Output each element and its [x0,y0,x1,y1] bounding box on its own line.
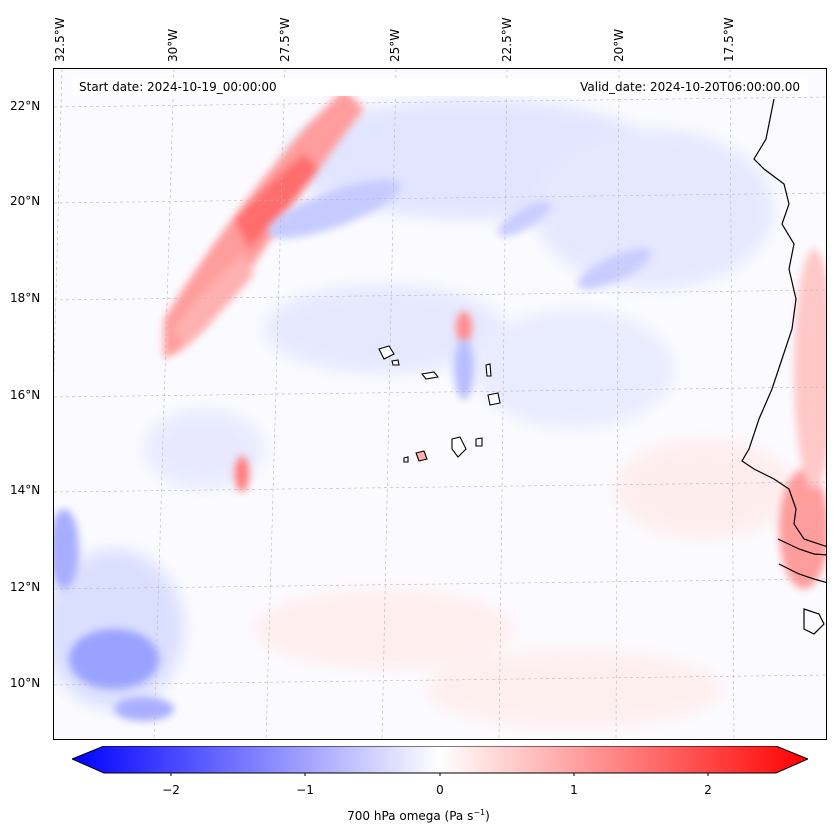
island-sao-nicolau [420,371,440,380]
valid-date-label: Valid_date: 2024-10-20T06:00:00.00 [580,80,800,94]
island-sao-vicente [391,359,400,366]
colorbar-ticks [170,773,709,776]
lon-label-30w: 30°W [166,28,180,62]
lon-label-20w: 20°W [612,28,626,62]
omega-map [53,68,827,740]
coastline-africa [741,98,826,547]
lat-label-16n: 16°N [10,388,41,402]
colorbar-label-close: ) [485,809,490,823]
coastline-gambia [777,538,826,556]
lat-label-20n: 20°N [10,194,41,208]
gridline-lon-25w [381,69,397,739]
lon-label-17.5w: 17.5°W [722,17,736,62]
island-maio [475,437,483,447]
coastline [741,98,826,635]
island-fogo [415,450,428,462]
colorbar [72,746,808,776]
start-date-label: Start date: 2024-10-19_00:00:00 [79,80,277,94]
colorbar-tick-label: −2 [162,783,180,797]
gridline-lon-30w [153,69,175,739]
lat-label-12n: 12°N [10,580,41,594]
island-santo-antao [378,345,395,360]
colorbar-label-main: 700 hPa omega (Pa s [347,809,474,823]
gridline-lon-17.5w [729,69,735,739]
island-sal [485,363,492,377]
gridline-lon-27.5w [265,69,286,739]
colorbar-label: 700 hPa omega (Pa s−1) [0,808,837,823]
lat-label-22n: 22°N [10,99,41,113]
colorbar-label-exponent: −1 [473,808,486,817]
colorbar-tick-label: 0 [436,783,444,797]
island-boa-vista [487,392,501,406]
omega-field [54,69,826,739]
colorbar-tick-label: −1 [296,783,314,797]
lon-label-32.5w: 32.5°W [53,17,67,62]
field-positive-band [164,89,826,589]
lon-label-22.5w: 22.5°W [500,17,514,62]
coastline-guinea-bissau [778,563,826,584]
gridline-lon-22.5w [498,69,508,739]
date-annotation-bar: Start date: 2024-10-19_00:00:00 Valid_da… [72,78,808,96]
island-santiago [451,436,467,458]
lat-label-14n: 14°N [10,483,41,497]
field-negative-pockets [54,179,651,721]
lon-label-27.5w: 27.5°W [278,17,292,62]
gridline-lon-20w [615,69,620,739]
cape-verde-islands [378,345,501,463]
colorbar-tick-label: 2 [704,783,712,797]
lon-label-25w: 25°W [388,28,402,62]
lat-label-10n: 10°N [10,676,41,690]
coastline-islet [803,608,825,635]
island-brava [403,456,409,463]
colorbar-tick-label: 1 [570,783,578,797]
graticule [54,69,826,739]
lat-label-18n: 18°N [10,291,41,305]
colorbar-gradient [72,746,808,774]
